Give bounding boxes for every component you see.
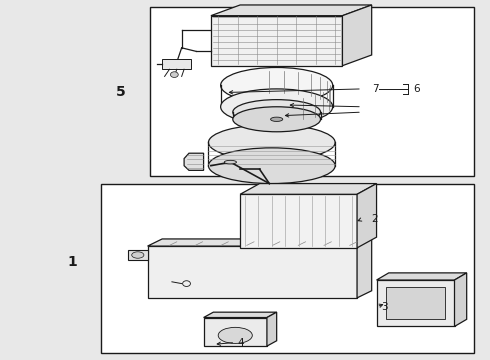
Text: 7: 7 (372, 84, 379, 94)
Polygon shape (267, 312, 277, 346)
Polygon shape (376, 273, 466, 280)
Ellipse shape (220, 89, 333, 125)
Ellipse shape (224, 160, 237, 164)
Bar (150, 7, 474, 176)
Ellipse shape (233, 107, 320, 132)
Polygon shape (128, 249, 147, 260)
Ellipse shape (218, 327, 252, 343)
Polygon shape (147, 239, 372, 246)
Text: 1: 1 (67, 255, 77, 269)
Circle shape (171, 72, 178, 77)
Bar (240, 194, 357, 248)
Polygon shape (455, 273, 466, 327)
Ellipse shape (132, 252, 144, 258)
Ellipse shape (220, 67, 333, 103)
Polygon shape (162, 59, 192, 69)
Text: 2: 2 (372, 214, 378, 224)
Bar (203, 318, 267, 346)
Bar (376, 280, 455, 327)
Ellipse shape (233, 100, 320, 125)
Ellipse shape (270, 117, 283, 121)
Ellipse shape (208, 125, 335, 160)
Polygon shape (357, 239, 372, 298)
Bar (386, 287, 445, 319)
Text: 5: 5 (116, 85, 125, 99)
Polygon shape (184, 153, 203, 170)
Polygon shape (240, 184, 376, 194)
Text: 4: 4 (238, 338, 245, 347)
Ellipse shape (208, 148, 335, 184)
Polygon shape (211, 5, 372, 16)
Polygon shape (203, 312, 277, 318)
Text: 6: 6 (413, 84, 420, 94)
Polygon shape (343, 5, 372, 66)
Polygon shape (357, 184, 376, 248)
Bar (147, 246, 357, 298)
Bar (101, 184, 474, 353)
Polygon shape (211, 16, 343, 66)
Text: 3: 3 (381, 302, 388, 312)
